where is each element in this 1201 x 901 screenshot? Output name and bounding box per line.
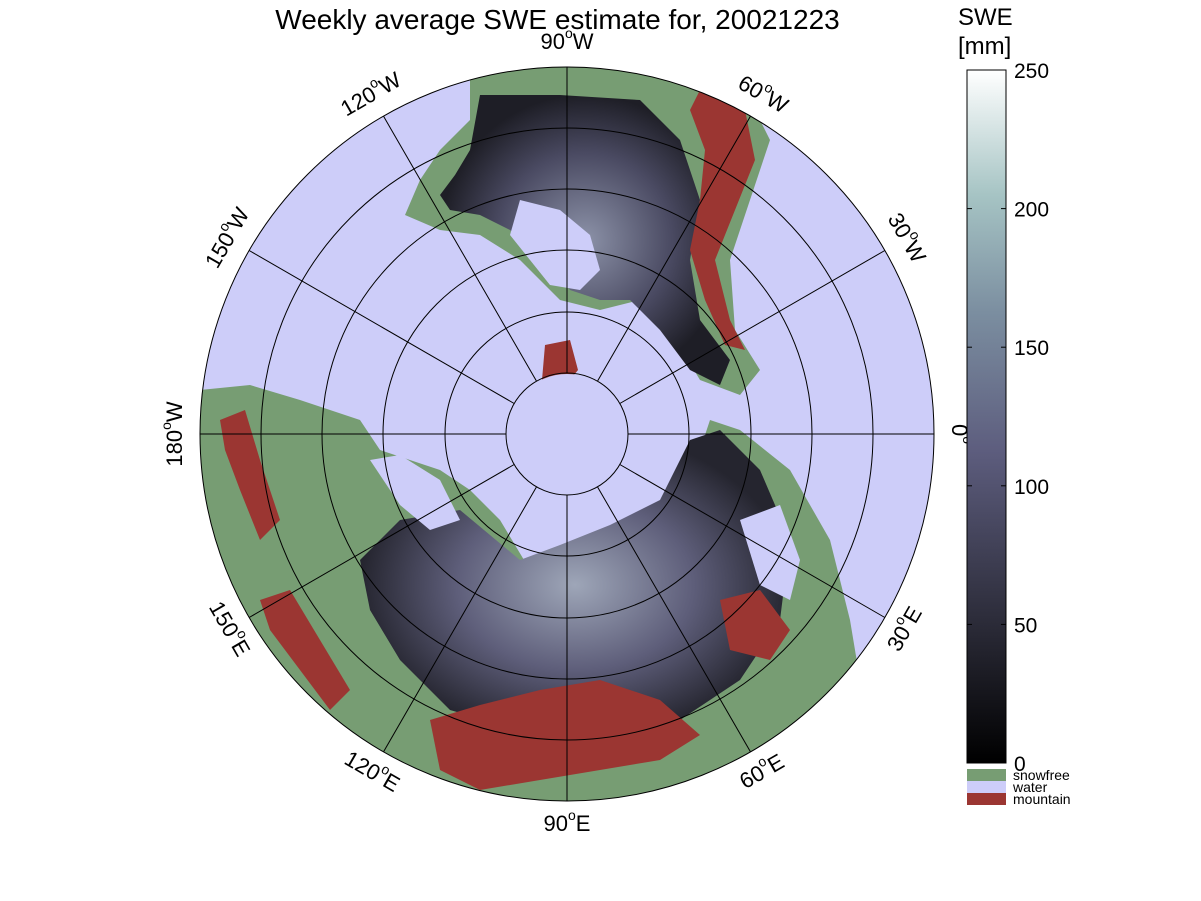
longitude-label: 60oW	[734, 66, 795, 118]
meridian-line	[597, 115, 751, 382]
colorbar: SWE [mm] 0 50 100 150 200 250 snowfreewatermo…	[958, 4, 1071, 807]
colorbar-tick-label: 50	[1014, 614, 1037, 637]
colorbar-ticks: 0 50 100 150 200 250	[967, 60, 1049, 776]
longitude-label: 90oE	[544, 807, 591, 836]
category-label: water	[1012, 779, 1048, 795]
category-swatch	[967, 781, 1006, 793]
colorbar-tick-label: 150	[1014, 337, 1049, 360]
colorbar-tick-label: 0	[1014, 753, 1026, 776]
okhotsk-sea	[740, 505, 800, 600]
map-outline	[199, 66, 935, 802]
colorbar-tick-label: 100	[1014, 476, 1049, 499]
hudson-bay	[510, 200, 600, 290]
meridian-line	[383, 115, 537, 382]
longitude-label: 180oW	[158, 401, 187, 467]
central-asia-mountain	[430, 680, 700, 790]
baltic-sea	[370, 455, 460, 530]
meridian-line	[597, 486, 751, 753]
longitude-label: 30oW	[883, 206, 935, 267]
eurasia-snow	[360, 430, 790, 740]
category-label: mountain	[1013, 791, 1071, 807]
colorbar-tick-label: 200	[1014, 199, 1049, 222]
colorbar-gradient	[966, 69, 1007, 764]
meridian-line	[248, 464, 515, 618]
meridian-line	[619, 250, 886, 404]
colorbar-title-line1: SWE	[958, 4, 1013, 31]
meridian-line	[248, 250, 515, 404]
map-title: Weekly average SWE estimate for, 2002122…	[275, 4, 840, 35]
far-east-mountain	[720, 590, 790, 660]
longitude-label: 90oW	[540, 25, 593, 54]
alps-mountain	[220, 410, 280, 540]
caucasus-mountain	[260, 590, 350, 710]
meridian-line	[383, 486, 537, 753]
category-swatch	[967, 793, 1006, 805]
rockies-mountain	[690, 90, 755, 350]
arctic-ocean	[507, 374, 627, 494]
colorbar-tick-label: 250	[1014, 60, 1049, 83]
meridian-line	[619, 464, 886, 618]
colorbar-title-line2: [mm]	[958, 33, 1011, 60]
category-swatch	[967, 769, 1006, 781]
graticule	[200, 67, 934, 801]
category-label: snowfree	[1013, 767, 1070, 783]
